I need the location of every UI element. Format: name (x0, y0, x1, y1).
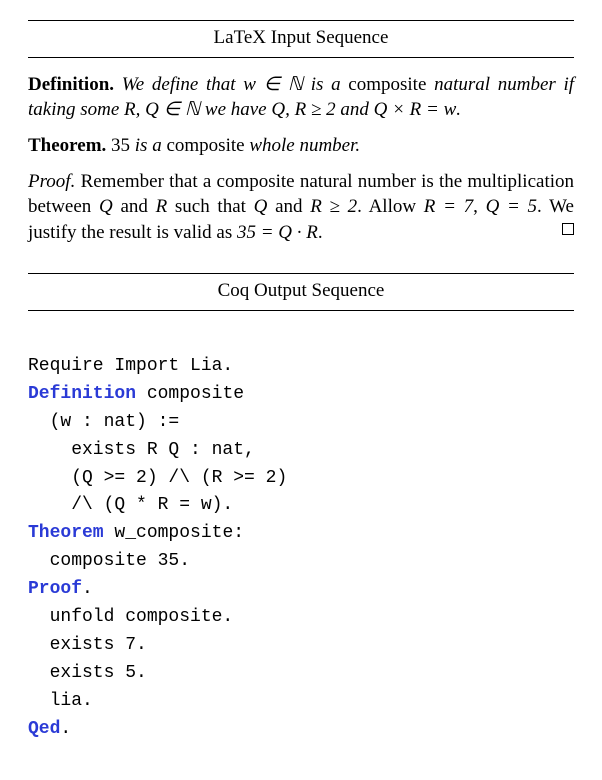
definition-text-4: we have (200, 99, 271, 120)
code-line-12: exists 5. (28, 663, 147, 683)
proof-text-6: , (473, 196, 485, 217)
code-dot-2: . (60, 719, 71, 739)
coq-code-block: Require Import Lia. Definition composite… (28, 325, 574, 743)
code-line-13: lia. (28, 691, 93, 711)
proof-Q2: Q (254, 196, 268, 217)
definition-expr-1: w ∈ ℕ (243, 74, 303, 95)
definition-label: Definition. (28, 74, 114, 95)
proof-R: R (156, 196, 168, 217)
code-line-11: exists 7. (28, 635, 147, 655)
proof-paragraph: Proof. Remember that a composite natural… (28, 169, 574, 246)
code-line-1: Require Import Lia. (28, 356, 233, 376)
proof-r7: R = 7 (424, 196, 473, 217)
code-line-10: unfold composite. (28, 607, 233, 627)
definition-text-6: . (456, 99, 461, 120)
theorem-text-2: is a (130, 135, 166, 156)
proof-text-5: . Allow (357, 196, 424, 217)
proof-text-3: such that (167, 196, 253, 217)
code-line-4: exists R Q : nat, (28, 440, 255, 460)
code-kw-proof: Proof (28, 579, 82, 599)
code-line-3: (w : nat) := (28, 412, 179, 432)
qed-wrapper (556, 220, 574, 246)
section-title-coq: Coq Output Sequence (28, 273, 574, 311)
code-line-6: /\ (Q * R = w). (28, 495, 233, 515)
section-title-latex: LaTeX Input Sequence (28, 20, 574, 58)
definition-expr-2: R, Q ∈ ℕ (124, 99, 200, 120)
theorem-text-3: whole number. (245, 135, 361, 156)
code-kw-definition: Definition (28, 384, 136, 404)
theorem-composite: composite (166, 135, 244, 156)
code-line-5: (Q >= 2) /\ (R >= 2) (28, 468, 287, 488)
code-line-7b: w_composite: (104, 523, 244, 543)
definition-expr-3: Q, R ≥ 2 (271, 99, 335, 120)
code-dot-1: . (82, 579, 93, 599)
proof-eq: 35 = Q · R (237, 222, 318, 243)
proof-text-8: . (318, 222, 323, 243)
definition-composite: composite (348, 74, 426, 95)
definition-text-5: and (336, 99, 374, 120)
definition-text-1: We define that (122, 74, 244, 95)
definition-paragraph: Definition. We define that w ∈ ℕ is a co… (28, 72, 574, 123)
code-line-8: composite 35. (28, 551, 190, 571)
theorem-label: Theorem. (28, 135, 106, 156)
proof-label: Proof. (28, 171, 75, 192)
code-kw-theorem: Theorem (28, 523, 104, 543)
proof-q5: Q = 5 (486, 196, 537, 217)
theorem-paragraph: Theorem. 35 is a composite whole number. (28, 133, 574, 159)
code-line-2b: composite (136, 384, 244, 404)
qed-box-icon (562, 223, 574, 235)
proof-Q: Q (99, 196, 113, 217)
proof-text-4: and (267, 196, 310, 217)
theorem-num: 35 (111, 135, 130, 156)
proof-text-2: and (113, 196, 156, 217)
definition-expr-4: Q × R = w (374, 99, 457, 120)
code-kw-qed: Qed (28, 719, 60, 739)
proof-Rge: R ≥ 2 (310, 196, 357, 217)
definition-text-2: is a (303, 74, 348, 95)
